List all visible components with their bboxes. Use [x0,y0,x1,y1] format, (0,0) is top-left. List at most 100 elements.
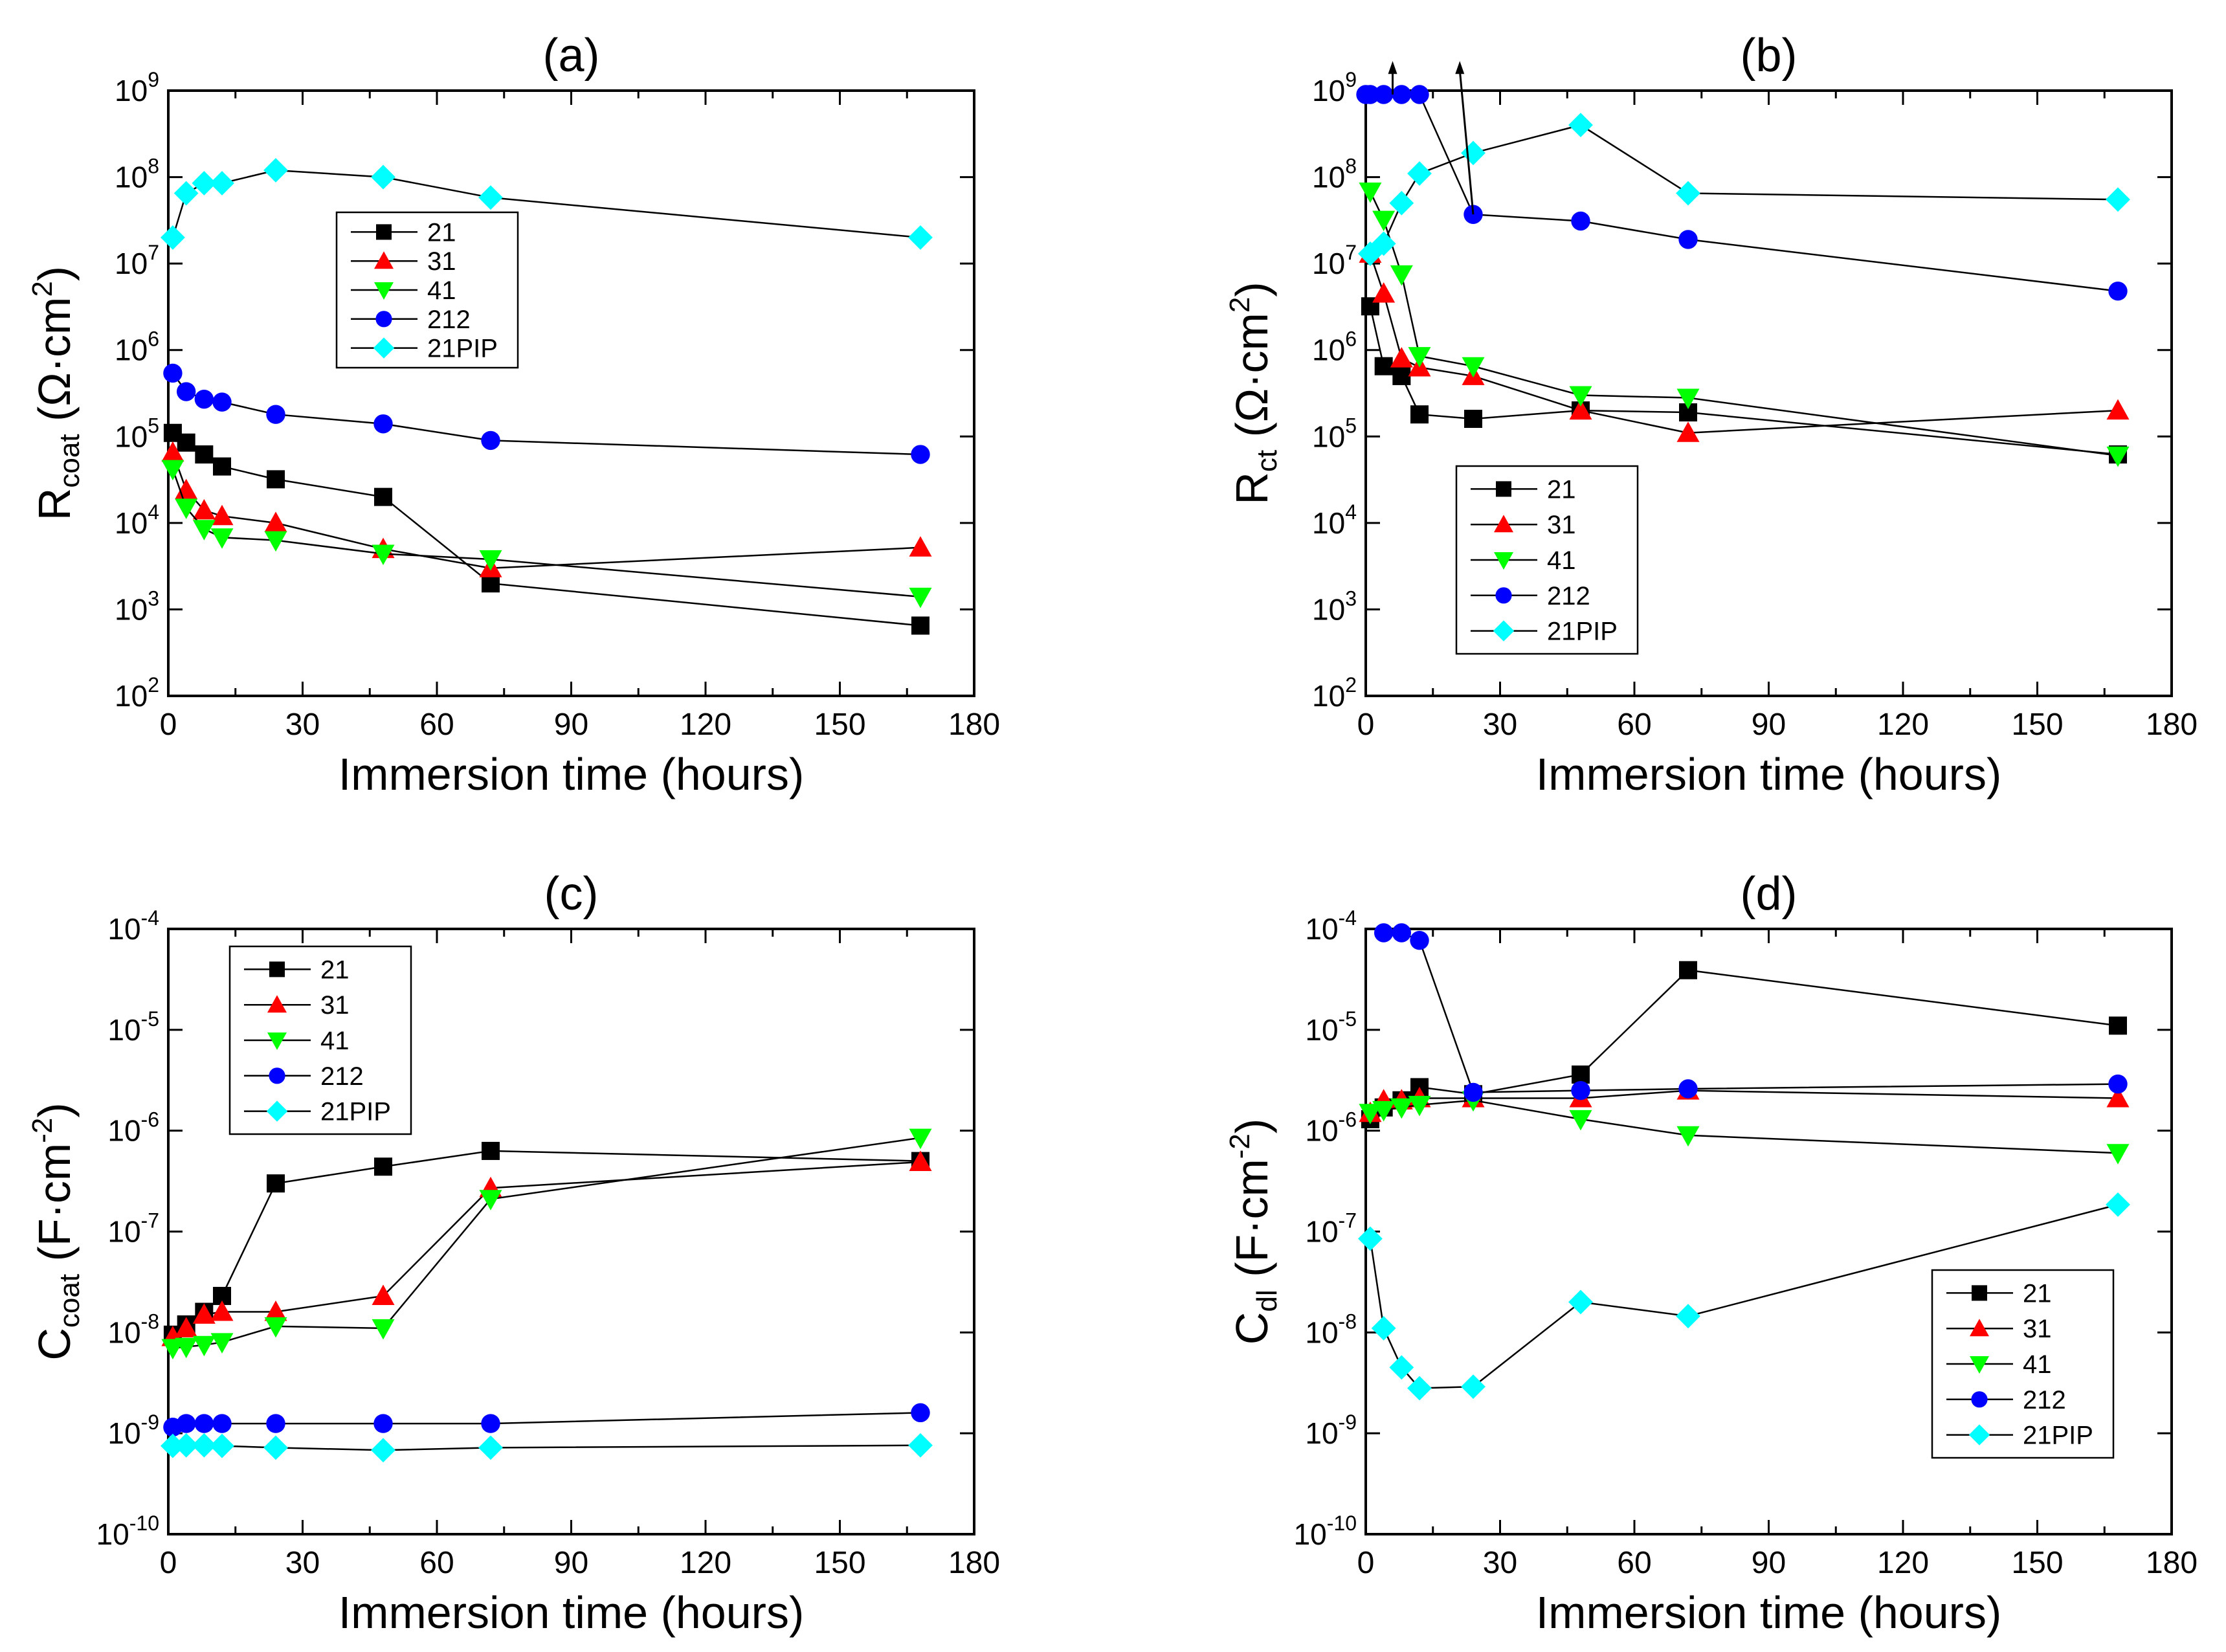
data-point-212 [1571,211,1590,231]
x-tick-label: 180 [2146,1546,2198,1580]
legend: 21 31 41 212 21PIP [1931,1269,2115,1459]
legend-label: 212 [320,1062,364,1091]
data-point-21PIP [263,1435,288,1460]
data-point-21PIP [478,185,503,210]
legend: 21 31 41 212 21PIP [1455,465,1639,655]
arrow-head [1388,61,1397,74]
data-point-41 [909,1128,932,1150]
data-point-31 [909,1150,932,1171]
data-point-21PIP [371,1438,395,1463]
x-tick-label: 120 [1877,708,1929,742]
x-axis-label: Immersion time (hours) [339,749,805,799]
data-point-21 [482,574,500,593]
y-tick-label: 106 [115,328,159,367]
legend-marker-21 [1972,1285,1987,1301]
data-point-41 [479,1190,502,1211]
data-point-41 [909,587,932,608]
data-point-41 [1390,1098,1413,1119]
y-tick-label: 10-7 [1305,1209,1357,1249]
x-tick-label: 30 [285,1546,320,1580]
y-axis-unit: (Ω·cm [1227,313,1277,450]
series-31 [161,441,932,577]
data-point-212 [481,1414,500,1433]
chart-title: (d) [1741,868,1797,920]
arrow-line [1458,70,1475,215]
data-point-21PIP [2106,1192,2130,1217]
data-point-21 [374,1157,392,1176]
y-tick-label: 10-10 [1294,1512,1357,1551]
data-point-212 [176,1414,196,1433]
x-tick-label: 30 [285,708,320,742]
data-point-21PIP [210,171,234,195]
series-21 [163,1141,929,1344]
data-point-21PIP [908,1433,933,1458]
data-point-21PIP [1389,1355,1414,1380]
legend: 21 31 41 212 21PIP [228,945,412,1135]
data-point-21PIP [1407,161,1432,186]
data-point-21PIP [1371,1315,1396,1341]
data-point-41 [1408,1095,1431,1117]
x-tick-label: 30 [1483,708,1517,742]
y-tick-label: 10-6 [1305,1108,1357,1148]
series-212 [1356,85,2128,301]
data-point-212 [373,1414,393,1433]
legend-marker-21 [269,961,285,977]
series-41 [161,1128,932,1359]
y-tick-label: 107 [1312,241,1357,280]
chart-a: (a) 0 30 60 90 120 150 180 102 103 104 105 106 107 108… [27,30,1000,799]
y-tick-label: 10-5 [107,1007,159,1047]
data-point-41 [1390,265,1413,286]
data-point-212 [1571,1080,1590,1100]
data-point-21PIP [1568,1289,1593,1315]
data-point-41 [1569,1110,1592,1131]
legend-label: 31 [427,247,456,276]
y-tick-label: 108 [1312,155,1357,194]
legend-marker-41 [374,282,394,300]
x-tick-label: 180 [948,1546,1000,1580]
data-point-41 [372,544,395,565]
y-axis-unit: (F·cm [1227,1159,1277,1289]
data-point-31 [210,1300,234,1321]
data-point-41 [1372,210,1396,232]
legend-label: 212 [2023,1386,2066,1414]
legend-marker-21PIP [373,337,395,359]
data-point-21PIP [1358,1226,1383,1251]
data-point-41 [192,1335,216,1357]
data-point-21PIP [161,225,185,250]
legend-label: 41 [1547,546,1576,575]
series-41 [161,460,932,608]
data-point-21PIP [1568,113,1593,138]
data-point-21PIP [1461,140,1486,166]
data-point-41 [1359,182,1382,203]
series-212 [163,363,930,464]
x-tick-label: 150 [814,1546,865,1580]
data-point-31 [210,504,234,526]
y-axis-label: Cdl (F·cm-2) [1224,1119,1283,1345]
series-21PIP [1358,1192,2130,1401]
chart-title: (c) [544,868,599,920]
data-point-21PIP [192,1433,217,1458]
y-tick-label: 106 [1312,328,1357,367]
data-point-31 [1390,347,1413,368]
data-point-212 [2108,1074,2128,1094]
legend-label: 31 [320,991,350,1020]
y-axis-label: Rcoat (Ω·cm2) [27,266,85,520]
y-tick-label: 108 [115,155,159,194]
data-point-31 [192,1303,216,1324]
y-tick-label: 10-8 [1305,1310,1357,1349]
data-point-21 [177,433,195,452]
legend-marker-31 [1494,515,1513,533]
legend-label: 41 [2023,1350,2052,1379]
y-tick-label: 10-9 [107,1411,159,1450]
data-point-41 [1676,1126,1700,1147]
data-point-212 [1678,1079,1698,1099]
legend-label: 21 [2023,1279,2052,1308]
x-tick-label: 120 [680,1546,731,1580]
series-21 [1361,297,2127,464]
legend-label: 41 [320,1027,350,1055]
y-tick-label: 10-7 [107,1209,159,1249]
series-line-21 [1369,306,2119,456]
legend-marker-41 [1970,1356,1989,1374]
legend-marker-31 [1970,1319,1989,1337]
data-point-21PIP [1407,1376,1432,1401]
